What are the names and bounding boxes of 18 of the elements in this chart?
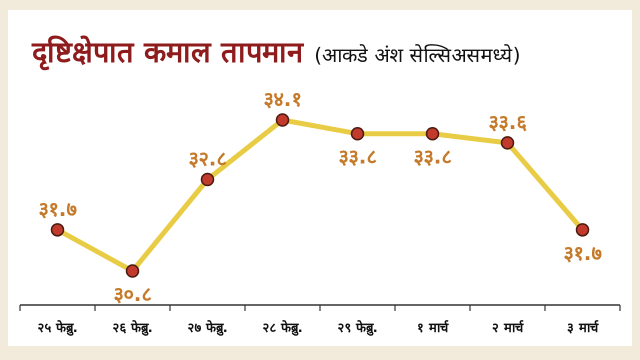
data-label: ३४.१ (264, 87, 302, 111)
data-label: ३३.८ (338, 144, 376, 169)
x-tick-label: २ मार्च (492, 320, 524, 336)
data-label: ३३.६ (488, 110, 528, 134)
x-tick-label: १ मार्च (417, 320, 449, 336)
x-tick-label: २७ फेब्रु. (187, 320, 228, 336)
data-label: ३१.७ (38, 196, 76, 221)
chart-title: दृष्टिक्षेपात कमाल तापमान (31, 35, 304, 71)
x-tick-label: २९ फेब्रु. (337, 320, 378, 336)
x-tick-label: २६ फेब्रु. (112, 320, 153, 336)
data-label: ३३.८ (414, 144, 452, 169)
data-label: ३०.८ (114, 282, 152, 306)
x-tick-label: २५ फेब्रु. (37, 320, 78, 336)
data-label: ३२.८ (188, 146, 226, 170)
chart-subtitle: (आकडे अंश सेल्सिअसमध्ये) (314, 43, 521, 67)
data-label: ३१.७ (564, 240, 602, 265)
x-tick-label: २८ फेब्रु. (262, 320, 303, 336)
x-tick-label: ३ मार्च (567, 320, 599, 336)
